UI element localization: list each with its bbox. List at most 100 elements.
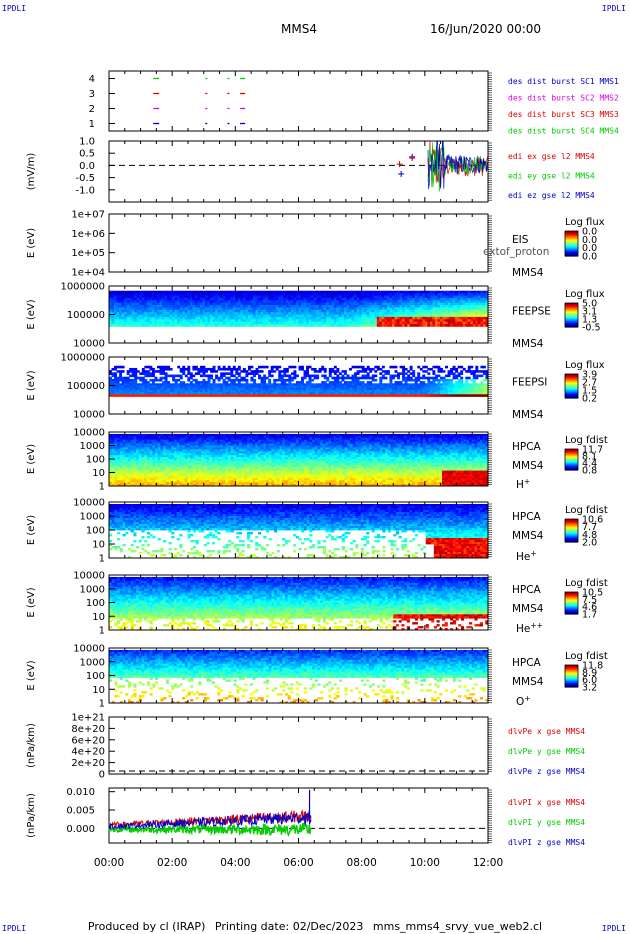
- spectrogram-cell: [174, 314, 178, 318]
- spectrogram-cell: [169, 295, 173, 299]
- spectrogram-cell: [141, 482, 145, 485]
- spectrogram-cell: [157, 468, 161, 471]
- spectrogram-cell: [162, 305, 165, 308]
- spectrogram-cell: [351, 305, 355, 308]
- spectrogram-cell: [144, 478, 148, 481]
- spectrogram-cell: [141, 459, 145, 462]
- spectrogram-cell: [409, 394, 413, 397]
- spectrogram-cell: [313, 312, 317, 315]
- spectrogram-cell: [117, 466, 121, 470]
- spectrogram-cell: [455, 316, 459, 320]
- spectrogram-cell: [207, 312, 211, 315]
- spectrogram-cell: [424, 307, 428, 311]
- spectrogram-cell: [144, 468, 148, 471]
- spectrogram-cell: [114, 290, 117, 294]
- spectrogram-cell: [114, 441, 118, 444]
- spectrogram-cell: [116, 297, 120, 301]
- spectrogram-cell: [119, 451, 123, 454]
- spectrogram-cell: [225, 293, 229, 296]
- spectrogram-cell: [187, 305, 191, 308]
- spectrogram-cell: [131, 307, 135, 311]
- spectrogram-cell: [155, 472, 159, 475]
- spectrogram-cell: [130, 474, 134, 477]
- spectrogram-cell: [366, 385, 370, 389]
- spectrogram-cell: [149, 367, 153, 371]
- spectrogram-cell: [149, 365, 153, 369]
- spectrogram-cell: [452, 389, 456, 393]
- spectrogram-cell: [160, 464, 164, 468]
- spectrogram-cell: [369, 314, 373, 318]
- spectrogram-cell: [109, 466, 113, 470]
- spectrogram-cell: [111, 300, 115, 304]
- spectrogram-cell: [303, 309, 307, 313]
- spectrogram-cell: [155, 453, 159, 456]
- spectrogram-cell: [336, 312, 340, 315]
- colorbar-cell: [565, 309, 578, 311]
- spectrogram-cell: [475, 309, 479, 313]
- spectrogram-cell: [333, 387, 337, 391]
- spectrogram-cell: [369, 392, 373, 395]
- spectrogram-cell: [227, 300, 231, 304]
- spectrogram-cell: [427, 316, 431, 320]
- spectrogram-cell: [323, 387, 327, 391]
- spectrogram-cell: [341, 324, 345, 327]
- spectrogram-cell: [111, 435, 115, 439]
- spectrogram-cell: [131, 367, 135, 371]
- spectrogram-cell: [477, 302, 481, 306]
- spectrogram-cell: [457, 297, 461, 301]
- spectrogram-cell: [164, 389, 168, 393]
- spectrogram-cell: [394, 392, 398, 395]
- spectrogram-cell: [376, 367, 380, 371]
- spectrogram-cell: [184, 290, 188, 294]
- spectrogram-cell: [197, 385, 201, 389]
- spectrogram-cell: [306, 319, 310, 323]
- spectrogram-cell: [485, 383, 489, 386]
- spectrogram-cell: [194, 385, 198, 389]
- spectrogram-cell: [333, 372, 337, 375]
- spectrogram-cell: [146, 462, 151, 466]
- spectrogram-cell: [336, 392, 340, 395]
- spectrogram-cell: [225, 319, 229, 323]
- spectrogram-cell: [217, 365, 221, 369]
- spectrogram-cell: [361, 319, 365, 323]
- colorbar-title: Log flux: [565, 360, 605, 371]
- spectrogram-cell: [364, 321, 368, 325]
- spectrogram-cell: [215, 307, 219, 311]
- spectrogram-cell: [369, 316, 373, 320]
- colorbar-tick-label: 0.0: [582, 227, 597, 238]
- spectrogram-cell: [205, 314, 208, 318]
- colorbar-cell: [565, 396, 578, 398]
- spectrogram-cell: [432, 376, 436, 380]
- spectrogram-cell: [318, 389, 322, 393]
- spectrogram-cell: [182, 324, 186, 327]
- spectrogram-cell: [452, 367, 456, 371]
- spectrogram-cell: [109, 385, 112, 389]
- spectrogram-cell: [323, 324, 327, 327]
- spectrogram-cell: [165, 433, 169, 437]
- colorbar-tick-label: 1.5: [582, 386, 597, 397]
- spectrogram-cell: [437, 307, 441, 311]
- spectrogram-cell: [295, 305, 299, 308]
- spectrogram-cell: [278, 392, 282, 395]
- spectrogram-cell: [364, 376, 368, 380]
- spectrogram-cell: [111, 457, 115, 460]
- spectrogram-cell: [174, 307, 178, 311]
- spectrogram-cell: [326, 387, 330, 391]
- y-tick-label: 0.0: [79, 161, 95, 172]
- spectrogram-cell: [323, 293, 327, 296]
- spectrogram-cell: [146, 302, 150, 306]
- spectrogram-cell: [384, 321, 388, 325]
- spectrogram-cell: [349, 305, 352, 308]
- spectrogram-cell: [381, 389, 385, 393]
- spectrogram-cell: [165, 482, 169, 485]
- spectrogram-cell: [338, 312, 342, 315]
- spectrogram-cell: [212, 293, 216, 296]
- spectrogram-cell: [155, 464, 159, 468]
- spectrogram-cell: [114, 449, 118, 452]
- spectrogram-cell: [235, 316, 239, 320]
- spectrogram-cell: [450, 385, 454, 389]
- spectrogram-cell: [364, 392, 368, 395]
- spectrogram-cell: [149, 482, 153, 485]
